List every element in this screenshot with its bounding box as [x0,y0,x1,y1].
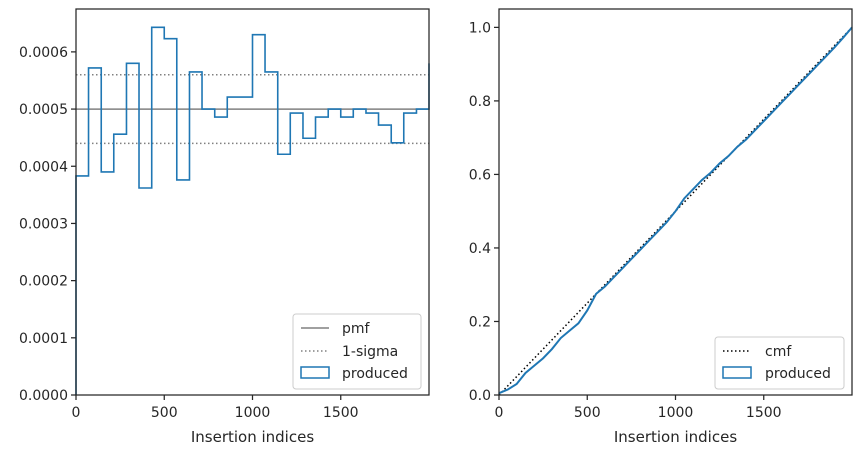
pmf-y-tick-label: 0.0004 [19,159,68,175]
cmf-legend-cmf-label: cmf [765,344,792,360]
pmf-legend-sigma-label: 1-sigma [342,344,398,360]
cmf-produced-point [586,309,588,312]
cmf-produced-point [780,102,783,104]
cmf-produced-point [807,74,809,76]
pmf-y-tick-label: 0.0005 [19,102,68,118]
cmf-x-tick-label: 1000 [658,405,694,421]
pmf-y-ticks: 0.0000 0.0001 0.0002 0.0003 0.0004 0.0005 0.00… [19,45,76,404]
pmf-legend: pmf 1-sigma produced [292,313,422,390]
cmf-produced-point [683,197,685,199]
cmf-produced-point [763,120,765,122]
pmf-legend-box [292,313,422,390]
cmf-produced-point [613,276,615,278]
cmf-x-axis-label: Insertion indices [614,428,737,446]
cmf-produced-point [524,372,527,374]
cmf-x-ticks: 0 500 1000 1500 [495,395,782,421]
cmf-produced-point [710,171,712,174]
cmf-produced-point [824,56,827,58]
cmf-axes-frame [498,8,853,396]
cmf-legend-produced-swatch [722,366,752,379]
cmf-produced-point [516,383,518,385]
pmf-y-tick-label: 0.0003 [19,216,68,232]
pmf-legend-produced-swatch [300,366,330,379]
cmf-produced-point [842,37,844,39]
cmf-y-tick-label: 1.0 [469,20,491,36]
cmf-produced-point [551,348,553,350]
pmf-plot-area [75,26,430,395]
cmf-produced-point [833,47,835,49]
cmf-produced-point [560,337,562,339]
cmf-produced-point [816,65,818,67]
cmf-produced-point [657,230,659,233]
pmf-axes-frame [75,8,430,396]
cmf-produced-point [798,83,800,85]
cmf-y-tick-label: 0.8 [469,94,491,110]
pmf-y-tick-label: 0.0001 [19,331,68,347]
cmf-produced-point [674,210,677,212]
pmf-x-tick-label: 0 [72,405,81,421]
pmf-y-tick-label: 0.0000 [19,388,68,404]
cmf-produced-point [577,322,580,324]
cmf-produced-point [719,162,721,164]
cmf-produced-point [666,221,668,223]
cmf-produced-point [648,240,650,242]
pmf-y-tick-label: 0.0006 [19,45,68,61]
cmf-y-tick-label: 0.6 [469,167,491,183]
cmf-panel: 0.0 0.2 0.4 0.6 0.8 1.0 0 500 1000 1500 Insertio… [469,8,853,446]
cmf-produced-point [542,357,544,359]
cmf-legend: cmf produced [714,336,845,390]
pmf-x-ticks: 0 500 1000 1500 [72,395,359,421]
cmf-x-tick-label: 500 [574,405,601,421]
cmf-produced-point [533,364,535,367]
pmf-legend-pmf-label: pmf [342,321,371,337]
cmf-produced-point [771,111,774,113]
cmf-reference-line [498,26,853,396]
cmf-legend-box [714,336,845,390]
pmf-x-axis-label: Insertion indices [191,428,314,446]
cmf-y-tick-label: 0.4 [469,241,491,257]
cmf-produced-point [692,188,694,190]
cmf-produced-point [789,92,791,95]
pmf-x-tick-label: 500 [151,405,178,421]
cmf-produced-point [736,146,738,148]
cmf-produced-point [639,249,641,251]
pmf-histogram-panel: 0.0000 0.0001 0.0002 0.0003 0.0004 0.0005 0.00… [19,8,430,446]
cmf-produced-point [754,129,756,131]
cmf-y-ticks: 0.0 0.2 0.4 0.6 0.8 1.0 [469,20,499,404]
pmf-y-tick-label: 0.0002 [19,274,68,290]
cmf-produced-point [727,155,730,157]
cmf-x-tick-label: 0 [495,405,504,421]
cmf-legend-produced-label: produced [765,366,831,382]
cmf-y-tick-label: 0.0 [469,388,491,404]
cmf-plot-area [498,26,853,396]
cmf-produced-point [507,388,509,391]
cmf-produced-point [604,285,606,288]
cmf-produced-point [621,267,624,269]
cmf-produced-point [745,138,747,141]
pmf-x-tick-label: 1000 [235,405,271,421]
cmf-y-tick-label: 0.2 [469,314,491,330]
cmf-x-tick-label: 1500 [746,405,782,421]
cmf-produced-point [701,179,703,181]
cmf-produced-point [595,293,597,295]
pmf-produced-histogram [75,26,430,395]
pmf-x-tick-label: 1500 [323,405,359,421]
cmf-produced-point [569,330,571,332]
pmf-legend-produced-label: produced [342,366,408,382]
cmf-produced-point [630,258,632,260]
